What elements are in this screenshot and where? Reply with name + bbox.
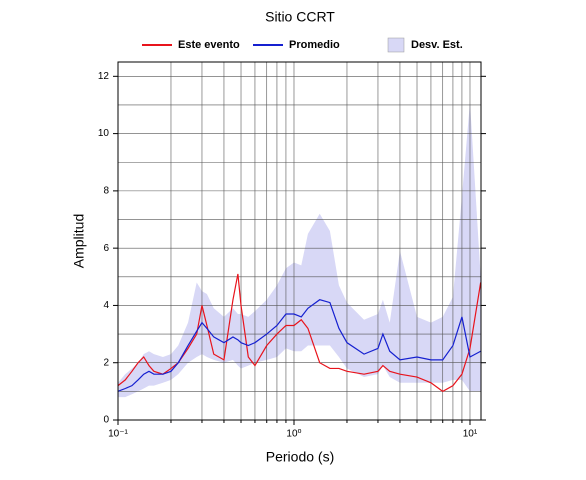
legend-label: Este evento (178, 39, 240, 51)
x-tick-label: 10⁰ (286, 429, 301, 440)
legend-label: Desv. Est. (411, 39, 463, 51)
y-tick-label: 2 (103, 357, 109, 368)
y-tick-label: 8 (103, 186, 109, 197)
x-tick-label: 10¹ (463, 429, 478, 440)
legend-label: Promedio (289, 39, 340, 51)
y-tick-label: 12 (98, 71, 110, 82)
series-line (117, 299, 481, 392)
plot-frame (117, 61, 482, 421)
std-band (118, 102, 481, 398)
x-tick-label: 10⁻¹ (108, 429, 128, 440)
chart-title: Sitio CCRT (265, 9, 335, 25)
y-tick-label: 6 (103, 243, 109, 254)
x-axis-label: Periodo (s) (266, 449, 334, 465)
legend-swatch (387, 37, 405, 53)
y-tick-label: 0 (103, 415, 109, 426)
y-tick-label: 10 (98, 128, 110, 139)
y-tick-label: 4 (103, 300, 109, 311)
y-axis-label: Amplitud (71, 214, 87, 268)
